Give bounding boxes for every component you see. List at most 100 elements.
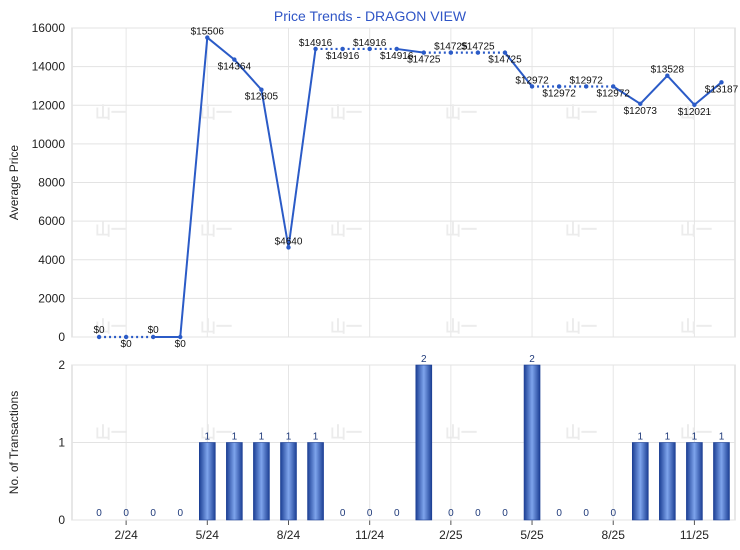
price-line-segment bbox=[206, 36, 235, 61]
transactions-bar-label: 1 bbox=[692, 432, 698, 443]
transactions-y-tick-label: 2 bbox=[58, 358, 65, 372]
price-point bbox=[340, 46, 345, 52]
price-data-label: $14364 bbox=[218, 62, 252, 73]
transactions-chart-panel: 2/24 5/24 8/24 11/24 2/25 5/25 8/25 11/25 0 1 2 No.… bbox=[7, 354, 736, 542]
transactions-bar-label: 0 bbox=[556, 508, 562, 519]
price-data-label: $12073 bbox=[624, 106, 658, 117]
price-point bbox=[178, 334, 183, 340]
price-y-tick-label: 2000 bbox=[38, 291, 65, 305]
watermark-text: 山一 bbox=[330, 104, 362, 122]
watermark-text: 山一 bbox=[200, 104, 232, 122]
price-point bbox=[96, 334, 102, 340]
transactions-bar-label: 0 bbox=[475, 508, 481, 519]
transactions-bar-label: 1 bbox=[232, 432, 238, 443]
price-data-label: $0 bbox=[175, 339, 187, 350]
price-line-segment bbox=[639, 75, 669, 105]
transactions-bar-label: 2 bbox=[421, 354, 427, 365]
price-point bbox=[502, 50, 508, 55]
transactions-y-tick-label: 0 bbox=[58, 513, 65, 527]
price-data-label: $0 bbox=[93, 325, 105, 336]
transactions-bar-label: 0 bbox=[150, 508, 156, 519]
watermark-text: 山一 bbox=[445, 221, 477, 239]
price-chart-panel: 0 2000 4000 6000 8000 10000 12000 14000 16000 Ave… bbox=[7, 21, 739, 442]
price-data-label: $13528 bbox=[651, 65, 685, 76]
price-point bbox=[394, 46, 399, 52]
watermark-text: 山一 bbox=[565, 104, 597, 122]
transactions-bar-label: 0 bbox=[367, 508, 373, 519]
price-data-label: $14916 bbox=[326, 51, 360, 62]
transactions-bar bbox=[713, 442, 730, 521]
transactions-bar-label: 1 bbox=[313, 432, 319, 443]
price-point bbox=[638, 101, 643, 107]
price-data-label: $14916 bbox=[353, 38, 387, 49]
transactions-bar-label: 0 bbox=[610, 508, 616, 519]
price-point bbox=[150, 334, 156, 340]
transactions-bar bbox=[253, 442, 270, 521]
price-point bbox=[205, 35, 210, 40]
price-point bbox=[286, 245, 291, 250]
watermark-text: 山一 bbox=[200, 318, 232, 336]
price-y-tick-label: 8000 bbox=[38, 176, 65, 190]
price-y-tick-label: 10000 bbox=[32, 137, 66, 151]
price-point bbox=[232, 57, 237, 62]
transactions-x-tick-label: 2/25 bbox=[439, 528, 463, 542]
price-y-tick-label: 6000 bbox=[38, 214, 65, 228]
price-data-label: $12972 bbox=[597, 88, 631, 99]
transactions-bar-label: 0 bbox=[448, 508, 454, 519]
price-line-segment bbox=[287, 48, 317, 248]
transactions-bar-label: 0 bbox=[502, 508, 508, 519]
transactions-bar-label: 0 bbox=[340, 508, 346, 519]
watermark-text: 山一 bbox=[95, 104, 127, 122]
price-point bbox=[421, 50, 426, 55]
transactions-y-axis-label: No. of Transactions bbox=[7, 391, 21, 494]
watermark-text: 山一 bbox=[95, 221, 127, 239]
watermark-text: 山一 bbox=[680, 221, 712, 239]
transactions-bar-label: 1 bbox=[286, 432, 292, 443]
price-point bbox=[719, 80, 724, 85]
price-line-segment bbox=[233, 58, 263, 91]
price-data-label: $14725 bbox=[461, 42, 495, 53]
price-line-segment bbox=[612, 85, 641, 105]
transactions-x-tick-label: 8/24 bbox=[277, 528, 301, 542]
transactions-bar bbox=[199, 442, 216, 521]
transactions-bar-label: 1 bbox=[205, 432, 211, 443]
price-y-axis-label: Average Price bbox=[7, 145, 21, 220]
price-point bbox=[313, 46, 318, 52]
price-line-segment bbox=[260, 89, 290, 248]
transactions-bar bbox=[659, 442, 676, 521]
transactions-bar-label: 1 bbox=[638, 432, 644, 443]
price-point bbox=[123, 334, 129, 340]
transactions-bar bbox=[280, 442, 297, 521]
price-data-label: $14916 bbox=[299, 38, 333, 49]
watermark-text: 山一 bbox=[95, 424, 127, 442]
watermark-text: 山一 bbox=[330, 318, 362, 336]
transactions-bar-label: 0 bbox=[583, 508, 589, 519]
price-line-segment bbox=[179, 37, 209, 338]
transactions-bar-label: 0 bbox=[177, 508, 183, 519]
transactions-x-tick-label: 2/24 bbox=[114, 528, 138, 542]
watermark-text: 山一 bbox=[565, 318, 597, 336]
transactions-bar bbox=[631, 442, 649, 521]
price-point bbox=[367, 46, 372, 52]
transactions-x-tick-label: 5/24 bbox=[196, 528, 220, 542]
price-data-label: $12972 bbox=[569, 75, 603, 86]
price-point bbox=[448, 50, 454, 55]
price-data-label: $14916 bbox=[380, 51, 414, 62]
watermark-text: 山一 bbox=[200, 221, 232, 239]
transactions-bar bbox=[686, 442, 703, 521]
transactions-x-tick-label: 5/25 bbox=[520, 528, 544, 542]
price-point bbox=[665, 73, 670, 78]
price-data-label: $13187 bbox=[705, 84, 739, 95]
transactions-bar-label: 0 bbox=[394, 508, 400, 519]
price-line-segment bbox=[504, 51, 533, 88]
transactions-x-tick-label: 11/25 bbox=[680, 528, 709, 542]
transactions-bar bbox=[307, 442, 324, 521]
price-data-label: $12972 bbox=[515, 75, 549, 86]
price-y-tick-label: 0 bbox=[58, 330, 65, 344]
watermark-text: 山一 bbox=[330, 424, 362, 442]
price-line-segment bbox=[396, 47, 424, 54]
transactions-bar bbox=[415, 364, 433, 521]
price-y-tick-label: 14000 bbox=[32, 60, 66, 74]
